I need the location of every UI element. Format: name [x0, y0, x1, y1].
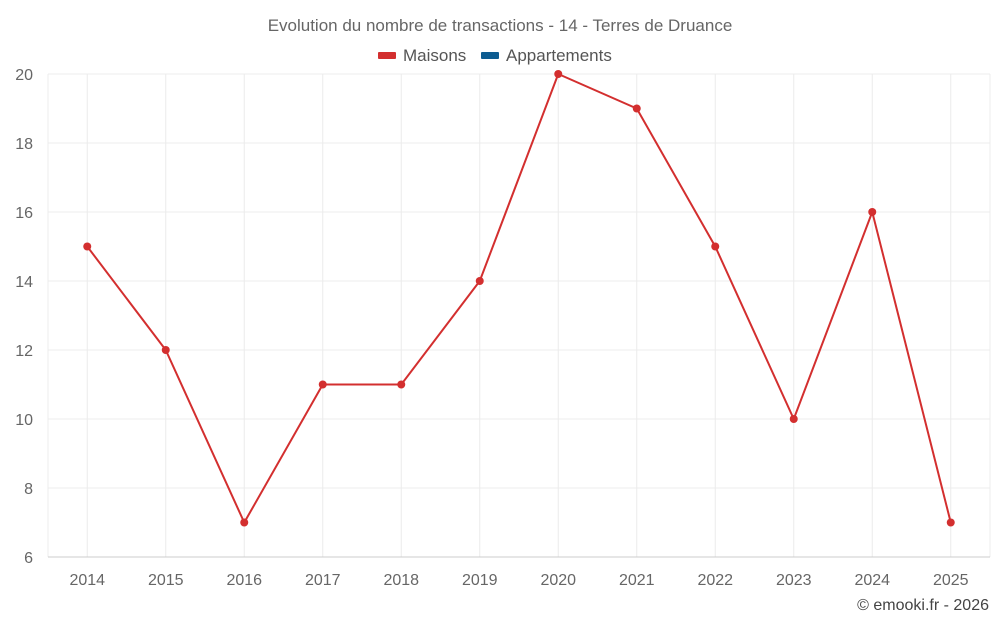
legend-label-appartements[interactable]: Appartements	[506, 46, 612, 65]
data-point-maisons	[711, 242, 720, 251]
x-tick-label: 2020	[540, 572, 576, 589]
x-tick-label: 2016	[226, 572, 262, 589]
y-tick-label: 6	[24, 550, 33, 567]
x-tick-label: 2015	[148, 572, 184, 589]
data-point-maisons	[946, 518, 955, 527]
legend-swatch-maisons[interactable]	[378, 52, 396, 59]
legend: Maisons Appartements	[378, 46, 612, 65]
data-point-maisons	[397, 380, 406, 389]
x-axis-tick-labels: 2014 2015 2016 2017 2018 2019 2020 2021 2022 2023…	[69, 572, 968, 589]
y-tick-label: 8	[24, 481, 33, 498]
x-tick-label: 2022	[697, 572, 733, 589]
y-tick-label: 12	[15, 343, 33, 360]
data-point-maisons	[868, 208, 877, 216]
credit-text: © emooki.fr - 2026	[857, 597, 989, 614]
x-tick-label: 2014	[69, 572, 105, 589]
data-point-maisons	[632, 104, 641, 113]
y-axis-tick-labels: 6 8 10 12 14 16 18 20	[15, 67, 33, 567]
data-point-maisons	[83, 242, 92, 251]
chart-title: Evolution du nombre de transactions - 14…	[268, 16, 733, 35]
series-layer	[83, 70, 955, 527]
y-tick-label: 16	[15, 205, 33, 222]
x-tick-label: 2021	[619, 572, 655, 589]
legend-swatch-appartements[interactable]	[481, 52, 499, 59]
grid	[47, 73, 991, 558]
y-tick-label: 14	[15, 274, 33, 291]
series-line-maisons	[86, 73, 952, 524]
data-point-maisons	[475, 277, 484, 285]
data-point-maisons	[789, 415, 798, 423]
data-point-maisons	[554, 70, 563, 78]
x-tick-label: 2023	[776, 572, 812, 589]
x-tick-label: 2019	[462, 572, 498, 589]
x-tick-label: 2025	[933, 572, 969, 589]
y-tick-label: 20	[15, 67, 33, 84]
data-point-maisons	[240, 518, 249, 527]
legend-label-maisons[interactable]: Maisons	[403, 46, 466, 65]
data-point-maisons	[318, 380, 327, 389]
x-tick-label: 2018	[383, 572, 419, 589]
y-tick-label: 10	[15, 412, 33, 429]
x-tick-label: 2017	[305, 572, 341, 589]
y-tick-label: 18	[15, 136, 33, 153]
data-point-maisons	[161, 346, 170, 354]
x-tick-label: 2024	[854, 572, 890, 589]
